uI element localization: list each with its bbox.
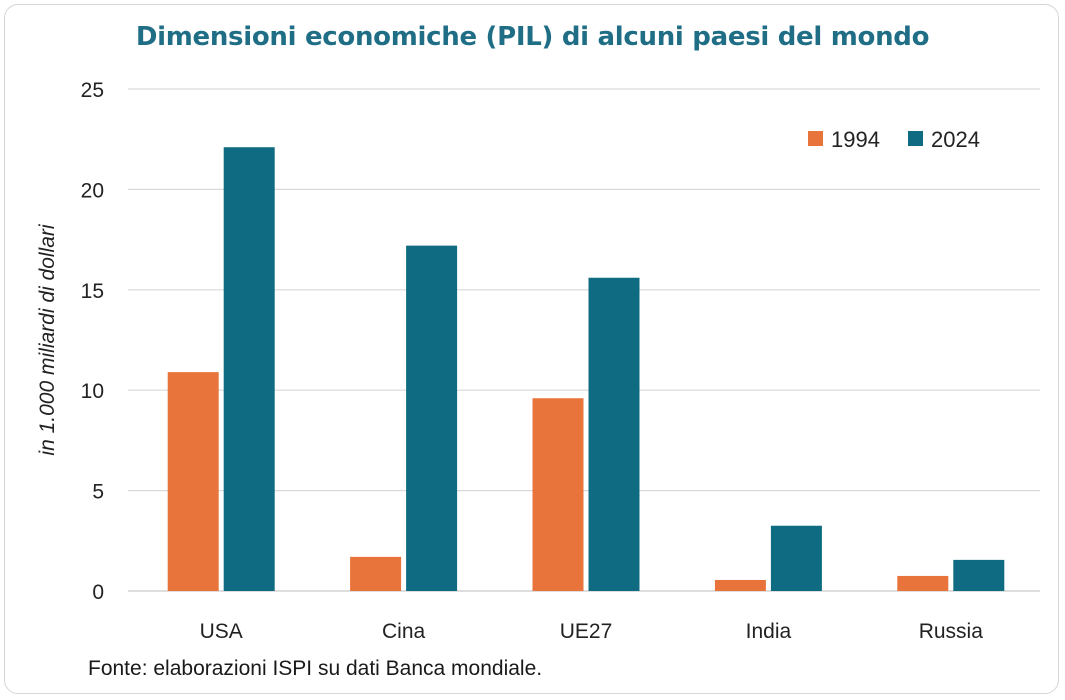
- chart-title: Dimensioni economiche (PIL) di alcuni pa…: [135, 22, 930, 52]
- bar-2024-russia: [953, 559, 1005, 591]
- bar-1994-india: [714, 579, 766, 591]
- x-category-label: India: [746, 620, 792, 643]
- bar-2024-ue27: [588, 277, 640, 591]
- source-note: Fonte: elaborazioni ISPI su dati Banca m…: [88, 657, 543, 680]
- y-tick-label: 20: [81, 179, 104, 202]
- legend: 1994 2024: [808, 127, 980, 152]
- y-axis-label: in 1.000 miliardi di dollari: [36, 223, 59, 455]
- gridlines: [128, 88, 1040, 592]
- x-axis-categories: USA Cina UE27 India Russia: [200, 620, 984, 643]
- y-tick-label: 5: [92, 481, 104, 504]
- bar-2024-india: [770, 525, 822, 591]
- x-category-label: UE27: [560, 620, 613, 643]
- legend-swatch-1994: [808, 131, 823, 146]
- y-tick-label: 10: [81, 380, 104, 403]
- bars: [167, 147, 1005, 591]
- x-category-label: Cina: [382, 620, 426, 643]
- x-category-label: Russia: [919, 620, 984, 643]
- y-axis-ticks: 0 5 10 15 20 25: [81, 79, 104, 604]
- x-category-label: USA: [200, 620, 243, 643]
- y-tick-label: 0: [92, 581, 104, 604]
- bar-2024-usa: [223, 147, 275, 591]
- legend-swatch-2024: [908, 131, 923, 146]
- y-tick-label: 15: [81, 280, 104, 303]
- legend-label-2024: 2024: [931, 127, 980, 152]
- bar-1994-usa: [167, 372, 219, 591]
- bar-1994-cina: [350, 556, 402, 591]
- bar-1994-ue27: [532, 398, 584, 591]
- y-tick-label: 25: [81, 79, 104, 102]
- bar-1994-russia: [897, 575, 949, 591]
- bar-2024-cina: [406, 245, 458, 591]
- legend-label-1994: 1994: [831, 127, 880, 152]
